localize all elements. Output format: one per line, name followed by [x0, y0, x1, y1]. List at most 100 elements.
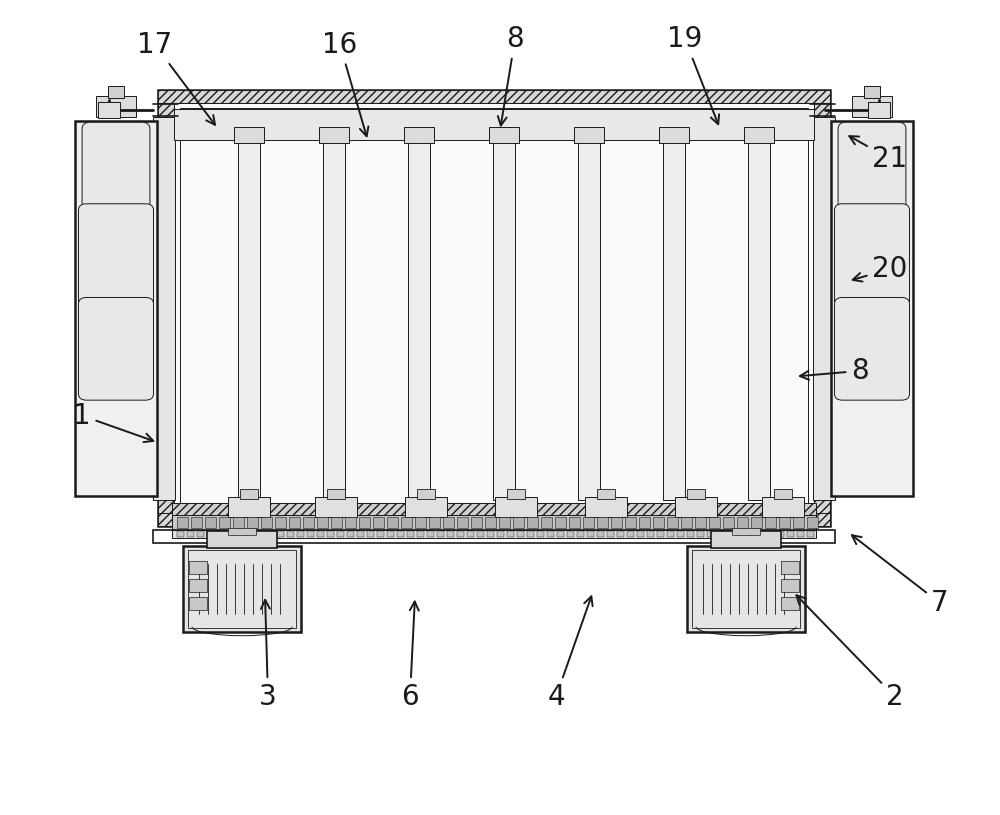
Bar [153, 117, 175, 500]
Bar [541, 517, 552, 528]
Bar [781, 579, 799, 592]
Bar [647, 531, 654, 537]
Bar [158, 90, 174, 526]
Bar [327, 531, 334, 537]
Bar [774, 489, 792, 499]
Bar [779, 517, 790, 528]
Bar [172, 515, 816, 530]
Bar [723, 517, 734, 528]
Bar [174, 103, 814, 513]
Bar [467, 531, 474, 537]
Bar [205, 517, 216, 528]
Bar [807, 531, 814, 537]
Bar [317, 517, 328, 528]
Bar [427, 531, 434, 537]
Bar [747, 531, 754, 537]
Bar [709, 517, 720, 528]
Bar [864, 86, 880, 98]
Bar [625, 517, 636, 528]
Text: 16: 16 [322, 31, 368, 136]
Bar [437, 531, 444, 537]
Bar [443, 517, 454, 528]
Bar [357, 531, 364, 537]
Bar [228, 497, 270, 517]
Text: 7: 7 [852, 535, 949, 617]
Bar [347, 531, 354, 537]
Bar [765, 517, 776, 528]
Text: 1: 1 [73, 402, 153, 442]
Bar [188, 550, 296, 628]
Bar [183, 546, 301, 632]
Bar [557, 531, 564, 537]
Bar [831, 121, 913, 496]
FancyBboxPatch shape [834, 204, 910, 306]
Bar [787, 531, 794, 537]
Bar [748, 140, 770, 500]
Bar [240, 489, 258, 499]
Bar [639, 517, 650, 528]
Bar [397, 531, 404, 537]
Bar [687, 546, 805, 632]
Bar [191, 517, 202, 528]
Bar [404, 127, 434, 143]
Bar [583, 517, 594, 528]
Bar [695, 517, 706, 528]
Bar [495, 497, 537, 517]
Bar [307, 531, 314, 537]
Bar [417, 531, 424, 537]
Bar [189, 561, 207, 574]
Bar [289, 517, 300, 528]
Bar [180, 108, 808, 508]
Bar [555, 517, 566, 528]
Bar [485, 517, 496, 528]
Text: 3: 3 [259, 600, 277, 711]
Bar [387, 531, 394, 537]
Bar [331, 517, 342, 528]
Bar [153, 530, 835, 543]
FancyBboxPatch shape [834, 297, 910, 400]
Bar [617, 531, 624, 537]
Bar [497, 531, 504, 537]
Text: 17: 17 [137, 31, 215, 125]
Bar [677, 531, 684, 537]
Bar [489, 127, 519, 143]
Bar [547, 531, 554, 537]
Bar [737, 517, 748, 528]
Bar [687, 489, 705, 499]
Bar [687, 531, 694, 537]
Bar [537, 531, 544, 537]
Bar [177, 531, 184, 537]
Bar [757, 531, 764, 537]
Bar [813, 117, 835, 500]
Bar [611, 517, 622, 528]
Bar [627, 531, 634, 537]
Text: 8: 8 [800, 357, 869, 385]
Bar [429, 517, 440, 528]
FancyBboxPatch shape [78, 204, 154, 306]
Bar [711, 531, 781, 548]
Bar [189, 579, 207, 592]
Bar [401, 517, 412, 528]
Bar [315, 497, 357, 517]
Bar [337, 531, 344, 537]
Bar [737, 531, 744, 537]
Bar [345, 517, 356, 528]
Bar [762, 497, 804, 517]
Bar [287, 531, 294, 537]
Bar [228, 528, 256, 535]
Bar [207, 531, 214, 537]
Bar [319, 127, 349, 143]
Text: 6: 6 [401, 601, 419, 711]
Bar [238, 140, 260, 500]
Bar [187, 531, 194, 537]
Bar [275, 517, 286, 528]
Bar [197, 531, 204, 537]
Bar [447, 531, 454, 537]
Bar [177, 517, 188, 528]
Bar [585, 497, 627, 517]
Bar [487, 531, 494, 537]
Bar [303, 517, 314, 528]
FancyBboxPatch shape [838, 122, 906, 213]
Bar [471, 517, 482, 528]
Bar [507, 489, 525, 499]
